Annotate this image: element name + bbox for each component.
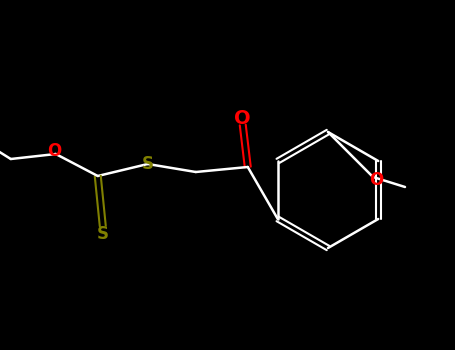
Text: O: O [369,171,383,189]
Text: S: S [142,155,154,173]
Text: O: O [47,142,61,160]
Text: S: S [97,225,109,243]
Text: O: O [234,108,251,127]
